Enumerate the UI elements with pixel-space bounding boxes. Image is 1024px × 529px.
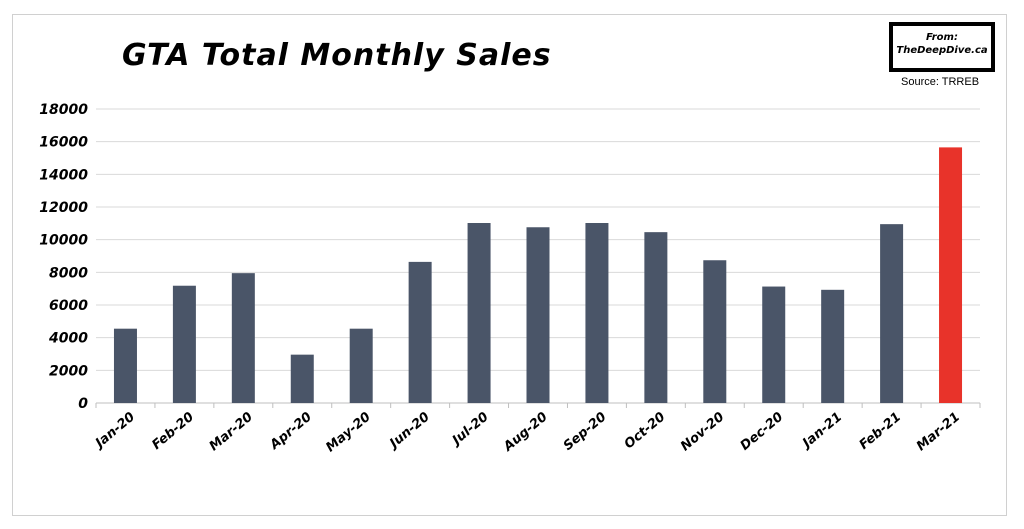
bar (467, 223, 491, 403)
x-tick-label: Apr-20 (267, 410, 315, 454)
credit-from: From: (926, 32, 958, 43)
bar (113, 328, 137, 403)
x-tick-label: Jul-20 (447, 410, 491, 450)
bar (939, 147, 963, 403)
y-tick-label: 16000 (39, 135, 88, 151)
y-tick-label: 0 (78, 396, 88, 412)
y-tick-label: 14000 (39, 167, 88, 183)
x-tick-label: May-20 (323, 410, 373, 456)
bar (821, 289, 845, 403)
y-tick-label: 2000 (49, 363, 88, 379)
bar (408, 261, 432, 403)
x-tick-label: Jan-20 (91, 410, 138, 453)
y-tick-label: 18000 (39, 102, 88, 118)
credit-box: From: TheDeepDive.ca (889, 22, 995, 72)
bar (703, 260, 727, 403)
chart-frame (12, 14, 1007, 516)
x-tick-label: Dec-20 (738, 410, 787, 454)
credit-site: TheDeepDive.ca (896, 45, 988, 56)
x-tick-label: Jan-21 (798, 410, 845, 453)
x-tick-label: Feb-20 (149, 410, 197, 453)
bar (290, 354, 314, 403)
y-tick-label: 12000 (39, 200, 88, 216)
x-tick-label: Sep-20 (561, 410, 610, 454)
bar (349, 328, 373, 403)
y-tick-label: 6000 (49, 298, 88, 314)
x-tick-label: Mar-21 (914, 410, 963, 455)
x-tick-label: Oct-20 (622, 410, 669, 453)
x-tick-label: Aug-20 (500, 410, 550, 456)
x-tick-label: Jun-20 (385, 410, 433, 454)
y-tick-label: 10000 (39, 233, 88, 249)
x-tick-label: Feb-21 (857, 410, 905, 453)
bar (644, 232, 668, 403)
y-tick-label: 8000 (49, 265, 88, 281)
bar (585, 223, 609, 403)
x-tick-label: Nov-20 (678, 410, 727, 455)
y-tick-label: 4000 (48, 331, 88, 347)
bar (231, 273, 255, 403)
bar (172, 285, 196, 403)
chart-title: GTA Total Monthly Sales (122, 38, 552, 73)
bar (526, 227, 550, 403)
x-tick-label: Mar-20 (207, 410, 256, 455)
source-note: Source: TRREB (901, 76, 980, 88)
bar (880, 224, 904, 403)
bar (762, 286, 786, 403)
